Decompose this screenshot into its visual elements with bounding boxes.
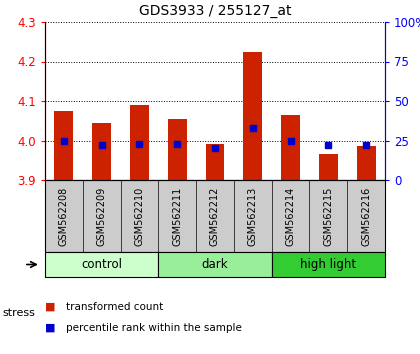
FancyBboxPatch shape [45, 252, 158, 277]
Title: GDS3933 / 255127_at: GDS3933 / 255127_at [139, 4, 291, 18]
Text: GSM562212: GSM562212 [210, 186, 220, 246]
Text: control: control [81, 258, 122, 271]
Bar [357, 147, 375, 180]
Text: dark: dark [202, 258, 228, 271]
Text: ■: ■ [45, 323, 55, 333]
Bar [319, 154, 338, 180]
Bar [281, 115, 300, 180]
Text: GSM562211: GSM562211 [172, 186, 182, 246]
Bar [243, 52, 262, 180]
Text: ■: ■ [45, 302, 55, 312]
Bar [168, 119, 186, 180]
Text: transformed count: transformed count [66, 302, 163, 312]
Bar [205, 144, 224, 180]
Text: high light: high light [300, 258, 357, 271]
Text: GSM562209: GSM562209 [97, 186, 107, 246]
FancyBboxPatch shape [158, 252, 272, 277]
Bar [92, 123, 111, 180]
Text: stress: stress [2, 308, 35, 318]
FancyBboxPatch shape [45, 180, 385, 252]
Text: GSM562216: GSM562216 [361, 186, 371, 246]
Text: GSM562208: GSM562208 [59, 186, 69, 246]
FancyBboxPatch shape [272, 252, 385, 277]
Text: GSM562215: GSM562215 [323, 186, 333, 246]
Text: percentile rank within the sample: percentile rank within the sample [66, 323, 242, 333]
Text: GSM562213: GSM562213 [248, 186, 258, 246]
Bar [55, 111, 74, 180]
Text: GSM562210: GSM562210 [134, 186, 144, 246]
Text: GSM562214: GSM562214 [286, 186, 296, 246]
Bar [130, 105, 149, 180]
